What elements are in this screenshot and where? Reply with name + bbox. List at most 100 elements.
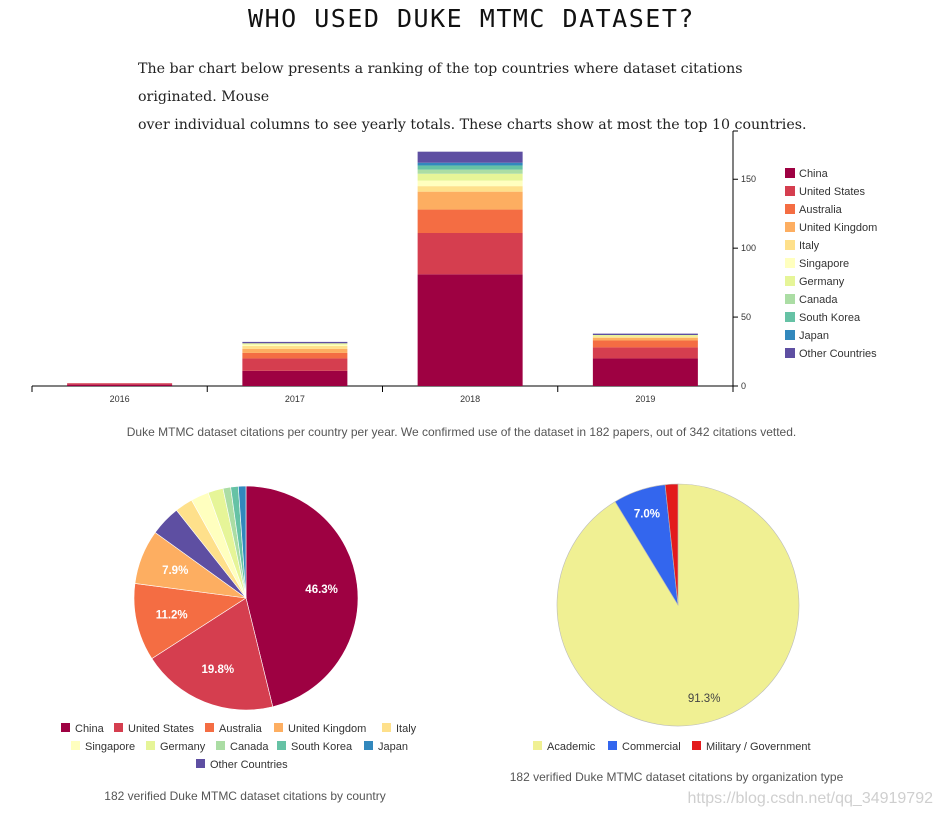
bar-segment bbox=[67, 383, 173, 385]
legend-swatch bbox=[785, 276, 795, 286]
legend-swatch bbox=[216, 741, 225, 750]
bar-segment bbox=[592, 336, 698, 338]
legend-swatch bbox=[277, 741, 286, 750]
legend-label: South Korea bbox=[291, 741, 353, 753]
y-tick-label: 100 bbox=[741, 243, 756, 253]
intro-line-1: The bar chart below presents a ranking o… bbox=[138, 61, 743, 105]
bar-segment bbox=[242, 358, 348, 371]
y-tick-label: 50 bbox=[741, 312, 751, 322]
legend-swatch bbox=[785, 294, 795, 304]
legend-label: Australia bbox=[799, 204, 843, 216]
legend-label: China bbox=[799, 168, 829, 180]
legend-swatch bbox=[785, 168, 795, 178]
legend-label: Singapore bbox=[85, 741, 135, 753]
legend-label: United States bbox=[128, 723, 195, 735]
legend-swatch bbox=[196, 759, 205, 768]
legend-swatch bbox=[71, 741, 80, 750]
legend-label: United Kingdom bbox=[799, 222, 877, 234]
bar-segment bbox=[242, 343, 348, 345]
bar-segment bbox=[417, 165, 523, 170]
legend-label: Military / Government bbox=[706, 741, 811, 753]
country-pie-chart: 46.3% 19.8% 11.2% 7.9% China United States Aus… bbox=[61, 485, 417, 771]
pie-slice bbox=[237, 485, 247, 599]
bar-segment bbox=[242, 348, 348, 353]
bar-segment bbox=[417, 173, 523, 181]
bar-chart-caption: Duke MTMC dataset citations per country … bbox=[126, 425, 797, 439]
stacked-bar-chart: 2016 2017 2018 2019 0 50 100 150 China United Sta… bbox=[31, 130, 877, 404]
legend-label: Japan bbox=[378, 741, 408, 753]
bar-segment bbox=[417, 191, 523, 210]
legend-swatch bbox=[785, 330, 795, 340]
legend-label: Germany bbox=[160, 741, 206, 753]
legend-swatch bbox=[785, 186, 795, 196]
legend-swatch bbox=[785, 312, 795, 322]
legend-label: Other Countries bbox=[799, 348, 877, 360]
bar-segment bbox=[417, 169, 523, 174]
legend-label: Australia bbox=[219, 723, 263, 735]
legend-swatch bbox=[533, 741, 542, 750]
legend-swatch bbox=[274, 723, 283, 732]
bar-segment bbox=[592, 333, 698, 335]
bar-segment bbox=[242, 341, 348, 344]
country-pie-caption: 182 verified Duke MTMC dataset citations… bbox=[104, 789, 386, 803]
legend-label: Japan bbox=[799, 330, 829, 342]
legend-label: Italy bbox=[396, 723, 417, 735]
pie-slice-label: 19.8% bbox=[202, 664, 235, 676]
legend-label: Canada bbox=[799, 294, 838, 306]
legend-label: Commercial bbox=[622, 741, 681, 753]
intro-line-2: over individual columns to see yearly to… bbox=[138, 117, 807, 133]
bar-segment bbox=[592, 347, 698, 359]
legend-label: United States bbox=[799, 186, 866, 198]
legend-label: Singapore bbox=[799, 258, 849, 270]
pie-slice-label: 91.3% bbox=[688, 693, 721, 705]
pie-slice-label: 7.9% bbox=[162, 565, 188, 577]
bar-segment bbox=[592, 335, 698, 337]
x-tick-label: 2018 bbox=[460, 394, 480, 404]
legend-label: China bbox=[75, 723, 105, 735]
bar-segment bbox=[592, 340, 698, 348]
pie-slice bbox=[133, 583, 247, 660]
legend-label: Academic bbox=[547, 741, 596, 753]
legend-label: South Korea bbox=[799, 312, 861, 324]
bar-segment bbox=[242, 346, 348, 349]
bar-segment bbox=[417, 274, 523, 386]
watermark-text: https://blog.csdn.net/qq_34919792 bbox=[687, 790, 933, 807]
legend-swatch bbox=[785, 204, 795, 214]
legend-swatch bbox=[364, 741, 373, 750]
bar-segment bbox=[417, 151, 523, 163]
bar-segment bbox=[67, 384, 173, 386]
pie-slice-label: 11.2% bbox=[156, 610, 188, 622]
pie-slice bbox=[151, 597, 274, 711]
legend-swatch bbox=[785, 258, 795, 268]
legend-swatch bbox=[205, 723, 214, 732]
bar-segment bbox=[242, 344, 348, 347]
pie-slice-label: 7.0% bbox=[634, 508, 660, 520]
legend-swatch bbox=[785, 222, 795, 232]
legend-label: Italy bbox=[799, 240, 820, 252]
legend-swatch bbox=[785, 240, 795, 250]
legend-label: Canada bbox=[230, 741, 269, 753]
bar-segment bbox=[417, 180, 523, 187]
pie-slice-label: 46.3% bbox=[305, 584, 338, 596]
y-tick-label: 150 bbox=[741, 174, 756, 184]
bar-segment bbox=[417, 209, 523, 233]
legend-label: United Kingdom bbox=[288, 723, 366, 735]
legend-swatch bbox=[692, 741, 701, 750]
bar-segment bbox=[417, 233, 523, 275]
pie-slice bbox=[245, 485, 359, 708]
legend-label: Germany bbox=[799, 276, 845, 288]
bar-segment bbox=[592, 358, 698, 386]
x-tick-label: 2016 bbox=[110, 394, 130, 404]
bar-segment bbox=[417, 186, 523, 192]
org-type-pie-caption: 182 verified Duke MTMC dataset citations… bbox=[509, 770, 844, 784]
org-type-pie-chart: 91.3% 7.0% Academic Commercial Military / Go… bbox=[533, 483, 811, 753]
bar-segment bbox=[417, 162, 523, 166]
legend-swatch bbox=[114, 723, 123, 732]
x-tick-label: 2017 bbox=[285, 394, 305, 404]
legend-swatch bbox=[61, 723, 70, 732]
legend-label: Other Countries bbox=[210, 759, 288, 771]
x-tick-label: 2019 bbox=[635, 394, 655, 404]
legend-swatch bbox=[382, 723, 391, 732]
legend-swatch bbox=[785, 348, 795, 358]
page-title: WHO USED DUKE MTMC DATASET? bbox=[248, 4, 695, 33]
